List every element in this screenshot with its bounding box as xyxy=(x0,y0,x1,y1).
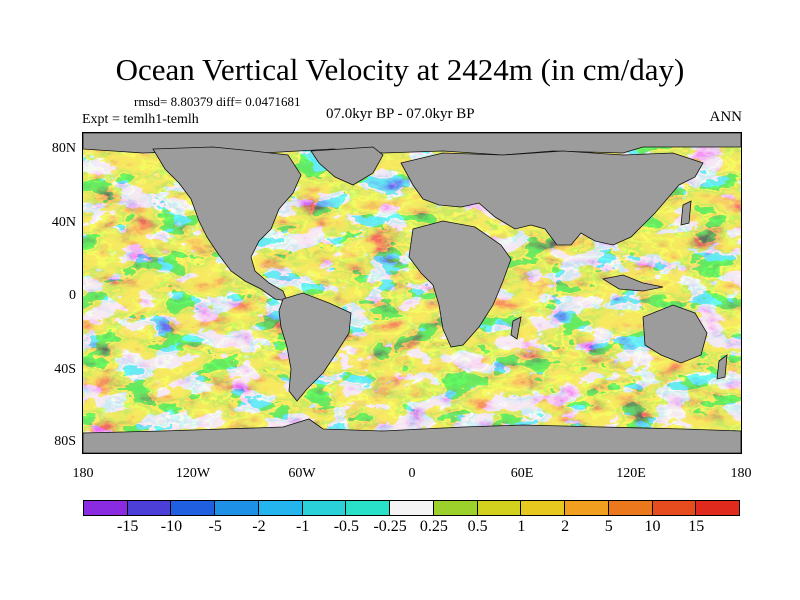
colorbar-label: -10 xyxy=(160,518,183,535)
colorbar-swatch xyxy=(432,500,478,516)
rmsd-diff-stats: rmsd= 8.80379 diff= 0.0471681 xyxy=(134,94,301,109)
velocity-map xyxy=(82,132,742,454)
colorbar-label: 15 xyxy=(688,518,705,535)
lon-label-120w: 120W xyxy=(175,466,211,481)
colorbar-label: 5 xyxy=(604,518,613,535)
lon-label-120e: 120E xyxy=(616,466,646,481)
colorbar xyxy=(83,500,741,516)
lon-label-180e: 180 xyxy=(730,466,752,481)
japan xyxy=(680,200,692,226)
lon-label-180w: 180 xyxy=(72,466,94,481)
colorbar-label: -0.25 xyxy=(373,518,407,535)
colorbar-label: -1 xyxy=(295,518,310,535)
eurasia xyxy=(400,150,704,246)
colorbar-label: 10 xyxy=(644,518,661,535)
new-zealand xyxy=(716,354,728,380)
south-america xyxy=(278,292,352,402)
experiment-label: Expt = temlh1-temlh xyxy=(82,112,199,127)
lat-label-80s: 80S xyxy=(54,434,76,449)
colorbar-swatch xyxy=(564,500,609,516)
colorbar-swatch xyxy=(83,500,128,516)
colorbar-swatch xyxy=(170,500,216,516)
colorbar-label: 0.25 xyxy=(419,518,448,535)
colorbar-label: -0.5 xyxy=(333,518,360,535)
africa xyxy=(408,220,512,348)
greenland xyxy=(310,146,384,186)
colorbar-swatch xyxy=(695,500,741,516)
period-label: 07.0kyr BP - 07.0kyr BP xyxy=(326,106,475,122)
lon-label-0: 0 xyxy=(408,466,416,481)
colorbar-swatch xyxy=(345,500,391,516)
australia xyxy=(642,304,708,364)
north-america xyxy=(152,146,302,302)
colorbar-swatch xyxy=(126,500,172,516)
colorbar-swatch xyxy=(607,500,653,516)
colorbar-swatch xyxy=(520,500,566,516)
colorbar-label: -15 xyxy=(117,518,139,535)
colorbar-label: -5 xyxy=(208,518,222,535)
lat-label-40s: 40S xyxy=(54,362,76,377)
land-masses xyxy=(83,133,741,453)
map-title: Ocean Vertical Velocity at 2424m (in cm/… xyxy=(115,52,685,87)
lat-label-80n: 80N xyxy=(51,141,76,156)
antarctica xyxy=(83,418,741,453)
colorbar-swatch xyxy=(651,500,697,516)
lat-label-40n: 40N xyxy=(51,215,76,230)
colorbar-swatch xyxy=(257,500,303,516)
season-label: ANN xyxy=(709,109,743,125)
colorbar-label: -2 xyxy=(252,518,266,535)
lon-label-60w: 60W xyxy=(288,466,316,481)
colorbar-label: 1 xyxy=(517,518,526,535)
colorbar-label: 2 xyxy=(561,518,570,535)
madagascar xyxy=(510,316,522,340)
lat-label-eq: 0 xyxy=(69,288,76,303)
colorbar-label: 0.5 xyxy=(467,518,488,535)
colorbar-swatch xyxy=(389,500,434,516)
colorbar-swatch xyxy=(301,500,347,516)
lon-label-60e: 60E xyxy=(510,466,534,481)
colorbar-swatch xyxy=(214,500,259,516)
colorbar-swatch xyxy=(476,500,522,516)
indonesia xyxy=(601,274,664,292)
